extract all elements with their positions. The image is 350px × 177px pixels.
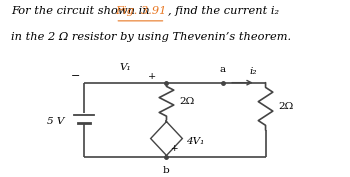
Text: For the circuit shown in: For the circuit shown in [11,7,154,16]
Text: −: − [71,71,80,81]
Text: 2Ω: 2Ω [279,102,294,111]
Text: 4V₁: 4V₁ [186,137,204,145]
Text: 2Ω: 2Ω [180,97,195,106]
Text: 5 V: 5 V [47,117,64,126]
Text: i₂: i₂ [249,67,257,76]
Text: +: + [170,144,177,153]
Text: +: + [148,72,156,81]
Text: a: a [219,65,226,74]
Text: b: b [163,166,170,175]
Text: Fig. 3.91: Fig. 3.91 [115,7,167,16]
Text: V₁: V₁ [119,64,131,73]
Text: , find the current i₂: , find the current i₂ [168,7,279,16]
Text: in the 2 Ω resistor by using Thevenin’s theorem.: in the 2 Ω resistor by using Thevenin’s … [11,32,292,42]
